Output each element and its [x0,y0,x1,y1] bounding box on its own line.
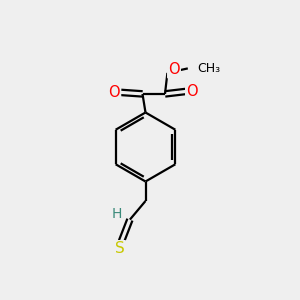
Text: O: O [168,62,180,77]
Text: S: S [115,241,125,256]
Text: CH₃: CH₃ [197,62,220,75]
Text: H: H [111,207,122,221]
Text: O: O [186,84,198,99]
Text: O: O [109,85,120,100]
